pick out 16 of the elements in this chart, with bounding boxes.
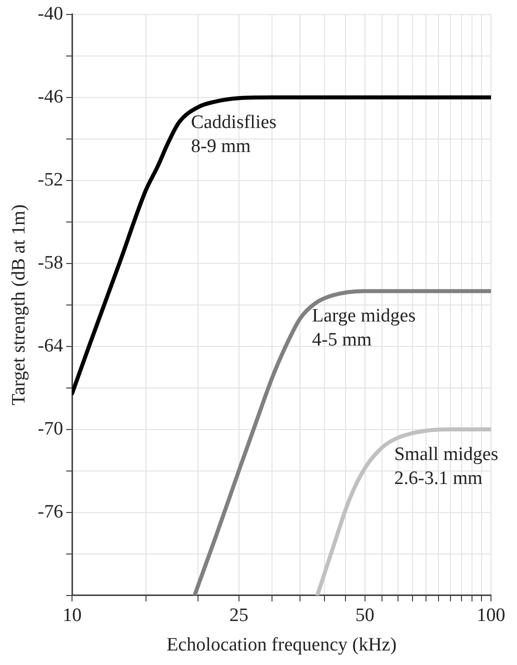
y-tick-label: -70: [38, 418, 64, 440]
x-axis-title: Echolocation frequency (kHz): [166, 634, 397, 656]
y-tick-label: -58: [38, 252, 64, 274]
x-tick-label: 10: [62, 604, 82, 626]
series-label: Caddisflies 8-9 mm: [191, 112, 277, 157]
series-label: Small midges 2.6-3.1 mm: [394, 444, 498, 489]
series-label: Large midges 4-5 mm: [312, 306, 416, 351]
y-tick-label: -76: [38, 501, 64, 522]
y-tick-label: -64: [38, 335, 64, 356]
y-tick-label: -46: [38, 86, 64, 108]
y-tick-label: -40: [38, 3, 64, 24]
y-axis-title: Target strength (dB at 1m): [8, 204, 30, 406]
y-tick-label: -52: [38, 169, 64, 190]
x-tick-label: 100: [476, 604, 506, 626]
x-tick-label: 50: [355, 604, 374, 626]
x-tick-label: 25: [229, 604, 248, 626]
